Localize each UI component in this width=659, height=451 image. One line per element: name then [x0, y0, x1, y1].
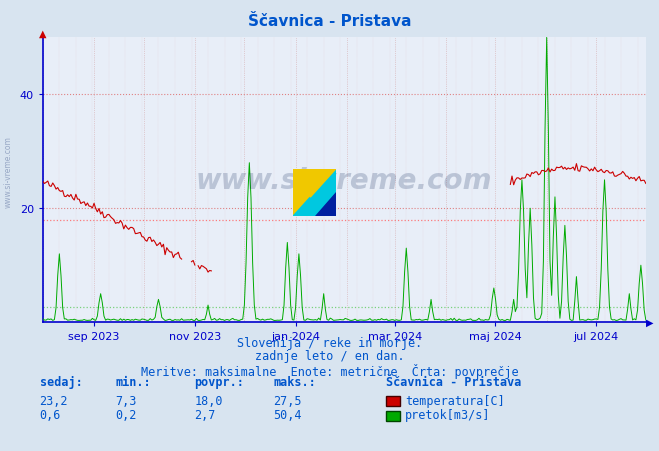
Text: 0,6: 0,6: [40, 409, 61, 422]
Polygon shape: [293, 169, 336, 216]
Text: ▲: ▲: [39, 28, 47, 38]
Text: povpr.:: povpr.:: [194, 376, 244, 389]
Text: www.si-vreme.com: www.si-vreme.com: [196, 166, 492, 194]
Text: 2,7: 2,7: [194, 409, 215, 422]
Text: pretok[m3/s]: pretok[m3/s]: [405, 409, 491, 422]
Text: 23,2: 23,2: [40, 394, 68, 407]
Text: Meritve: maksimalne  Enote: metrične  Črta: povprečje: Meritve: maksimalne Enote: metrične Črta…: [140, 363, 519, 378]
Text: 0,2: 0,2: [115, 409, 136, 422]
Text: Slovenija / reke in morje.: Slovenija / reke in morje.: [237, 336, 422, 349]
Text: 27,5: 27,5: [273, 394, 302, 407]
Polygon shape: [315, 193, 336, 216]
Text: ▶: ▶: [646, 318, 653, 327]
Text: zadnje leto / en dan.: zadnje leto / en dan.: [254, 350, 405, 363]
Text: 18,0: 18,0: [194, 394, 223, 407]
Text: Ščavnica - Pristava: Ščavnica - Pristava: [248, 14, 411, 28]
Text: temperatura[C]: temperatura[C]: [405, 394, 505, 407]
Text: min.:: min.:: [115, 376, 151, 389]
Text: 7,3: 7,3: [115, 394, 136, 407]
Text: Ščavnica - Pristava: Ščavnica - Pristava: [386, 376, 521, 389]
Text: www.si-vreme.com: www.si-vreme.com: [3, 135, 13, 207]
Text: sedaj:: sedaj:: [40, 376, 82, 389]
Text: maks.:: maks.:: [273, 376, 316, 389]
Polygon shape: [293, 169, 336, 198]
Text: 50,4: 50,4: [273, 409, 302, 422]
